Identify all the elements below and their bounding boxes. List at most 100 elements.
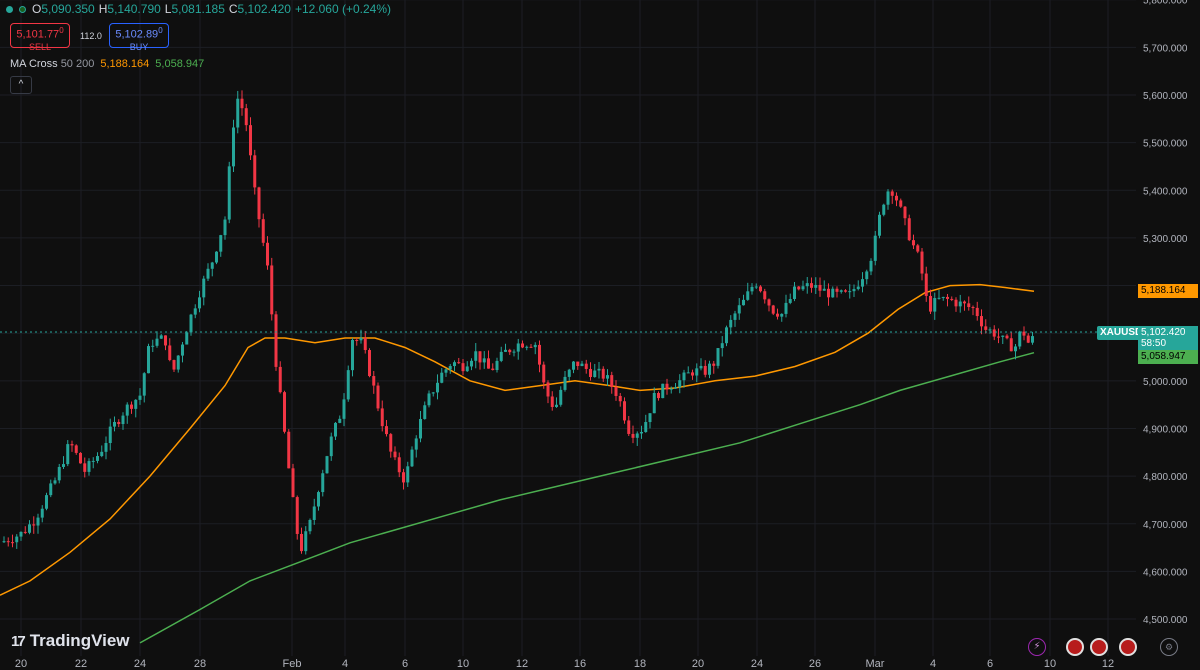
candle [967,296,971,311]
x-tick-label: 6 [987,658,993,670]
us-flag-icon[interactable] [1090,638,1108,656]
candle-body [96,456,99,461]
candle-body [240,98,244,109]
candle-body [1005,335,1009,339]
candle [155,331,159,348]
y-tick-label: 5,700.000 [1143,43,1188,54]
candle [542,361,546,389]
candle-body [988,329,992,331]
candle [737,298,741,320]
candle [1009,331,1013,352]
candle-body [933,298,937,312]
buy-button[interactable]: 5,102.890 BUY [109,23,169,52]
ma200-series [139,351,1035,644]
candle-body [359,337,363,341]
candle-body [601,368,605,379]
candle [1001,335,1005,345]
candle [23,526,27,535]
candle-body [125,404,129,416]
x-axis: 20 22 24 28 Feb 4 6 10 12 16 18 20 24 26 Mar 4 6 10 12 [15,658,1114,670]
candle [601,366,605,382]
candle [96,452,99,464]
candle [453,360,456,372]
candle-body [108,426,112,444]
candle-body [461,363,465,372]
candle-body [385,426,388,435]
candle-body [920,251,924,274]
candle-body [946,296,949,299]
candle-body [733,313,737,320]
candle [440,368,444,384]
sell-button[interactable]: 5,101.770 SELL [10,23,70,52]
candle [512,349,516,357]
candle-body [997,336,1000,338]
collapse-chevron-icon[interactable]: ^ [10,76,32,94]
candle-body [117,421,121,425]
candle-body [971,307,975,309]
candle [74,444,78,455]
x-tick-label: 28 [194,658,206,670]
candle-body [202,278,206,298]
candle-body [924,273,928,296]
candle [584,359,588,374]
change-value: +12.060 (+0.24%) [294,2,392,16]
candle-body [512,351,516,353]
candle-body [550,396,554,407]
candle [852,284,856,297]
candle [431,391,435,397]
open-label: O [32,2,42,16]
us-flag-icon[interactable] [1066,638,1084,656]
candle [733,310,737,327]
x-tick-label: 20 [692,658,704,670]
candle [538,340,541,373]
candle [729,315,733,335]
candle [606,369,609,387]
candle [550,391,554,411]
candle [351,337,354,377]
candle [878,211,881,239]
candle [618,393,622,407]
candle-body [142,373,146,396]
close-value: 5,102.420 [237,2,291,16]
candle [266,236,269,270]
candle-body [210,262,214,269]
candle [368,348,371,378]
candle [236,90,240,134]
candle [62,456,65,470]
candle-body [355,339,359,341]
candle [665,378,669,395]
candle-body [516,343,520,352]
settings-gear-icon[interactable]: ⚙ [1160,638,1178,656]
candle [1031,331,1034,345]
us-flag-icon[interactable] [1119,638,1137,656]
lightning-icon[interactable]: ⚡ [1028,638,1046,656]
candle [406,461,410,487]
ma-cross-legend[interactable]: MA Cross 50 200 5,188.164 5,058.947 [10,58,204,70]
candle-body [283,392,286,432]
x-tick-label: 18 [634,658,646,670]
candle-body [916,245,920,252]
candle-body [1031,336,1034,343]
candle [244,103,248,132]
candle [597,361,601,379]
candle [138,388,142,405]
candle [695,363,699,383]
candle [134,399,138,418]
candle-body [1026,335,1030,343]
candle-body [83,463,87,472]
candle [555,397,558,408]
candle-body [291,468,295,498]
candle-body [227,166,231,220]
candle-body [206,268,210,279]
candle-body [631,433,635,438]
ma50-value: 5,188.164 [100,58,150,70]
candle-body [912,240,915,246]
candle-body [185,332,189,345]
candle-body [839,290,843,292]
candle-body [644,422,648,433]
candle-body [465,366,469,372]
candle [988,327,992,334]
x-tick-label: 16 [574,658,586,670]
candle [278,361,282,394]
